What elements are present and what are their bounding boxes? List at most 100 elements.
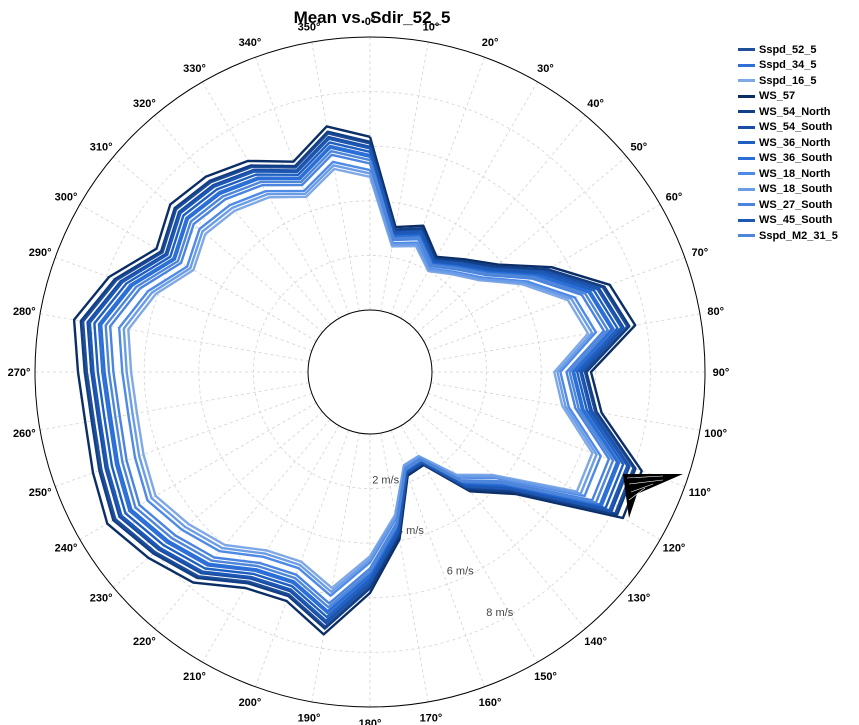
series-line-ws-18-south bbox=[122, 164, 598, 593]
angle-label: 260° bbox=[13, 428, 36, 440]
legend-label: WS_36_North bbox=[759, 136, 831, 149]
series-line-ws-36-north bbox=[93, 141, 625, 619]
angle-label: 340° bbox=[239, 37, 262, 49]
legend-swatch bbox=[738, 125, 755, 129]
outer-ring bbox=[34, 36, 706, 708]
grid-spoke bbox=[430, 313, 700, 362]
angle-label: 240° bbox=[55, 543, 78, 555]
angle-label: 0° bbox=[365, 16, 376, 28]
angle-label: 210° bbox=[183, 671, 206, 683]
legend-swatch bbox=[738, 141, 755, 145]
angle-label: 110° bbox=[689, 487, 711, 499]
angle-label: 350° bbox=[298, 21, 321, 33]
legend-label: Sspd_M2_31_5 bbox=[759, 229, 838, 242]
legend-swatch bbox=[738, 234, 755, 238]
legend-item: WS_18_North bbox=[738, 166, 838, 182]
grid-spoke bbox=[380, 42, 429, 312]
legend-item: WS_36_North bbox=[738, 135, 838, 151]
angle-label: 20° bbox=[482, 37, 499, 49]
chart-title: Mean vs. Sdir_52_5 bbox=[294, 8, 451, 27]
legend-swatch bbox=[738, 110, 755, 114]
legend-label: WS_36_South bbox=[759, 152, 833, 165]
legend-label: WS_54_South bbox=[759, 121, 833, 134]
series-line-ws-36-south bbox=[99, 146, 619, 613]
angle-label: 140° bbox=[584, 636, 607, 648]
legend-swatch bbox=[738, 156, 755, 160]
grid-spoke bbox=[428, 392, 685, 487]
angle-label: 200° bbox=[239, 697, 262, 709]
grid-spoke bbox=[311, 432, 360, 702]
legend-label: WS_18_South bbox=[759, 183, 833, 196]
series-line-ws-54-north bbox=[79, 130, 637, 630]
angle-label: 230° bbox=[90, 593, 113, 605]
legend-label: Sspd_52_5 bbox=[759, 43, 817, 56]
legend-swatch bbox=[738, 63, 755, 67]
series-line-ws-18-north bbox=[117, 160, 602, 597]
angle-label: 150° bbox=[534, 671, 557, 683]
legend-item: Sspd_34_5 bbox=[738, 58, 838, 74]
grid-spoke bbox=[417, 156, 627, 333]
angle-label: 10° bbox=[423, 21, 440, 33]
series-line-ws-57 bbox=[72, 125, 643, 636]
angle-label: 280° bbox=[13, 306, 36, 318]
ring-label: 4 m/s bbox=[397, 525, 424, 537]
legend-item: Sspd_52_5 bbox=[738, 42, 838, 58]
legend-item: WS_18_South bbox=[738, 182, 838, 198]
legend-item: WS_57 bbox=[738, 89, 838, 105]
angle-labels: 0° 10° 20° 30° 40° 50° 60° 70° 80° 90° 100° 110° 120… bbox=[8, 16, 730, 725]
angle-label: 100° bbox=[704, 428, 727, 440]
angle-label: 320° bbox=[133, 98, 156, 110]
angle-label: 180° bbox=[359, 718, 382, 725]
legend-swatch bbox=[738, 172, 755, 176]
angle-label: 30° bbox=[537, 63, 554, 75]
series-line-sspd-16-5 bbox=[127, 167, 594, 590]
legend-item: WS_45_South bbox=[738, 213, 838, 229]
legend-label: WS_54_North bbox=[759, 105, 831, 118]
legend: Sspd_52_5 Sspd_34_5 Sspd_16_5 WS_57 WS_54_No… bbox=[738, 42, 838, 244]
angle-label: 130° bbox=[627, 593, 650, 605]
legend-swatch bbox=[738, 218, 755, 222]
polar-grid: 2 m/s 4 m/s 6 m/s 8 m/s bbox=[34, 36, 706, 708]
angle-label: 310° bbox=[90, 141, 113, 153]
legend-label: Sspd_34_5 bbox=[759, 59, 817, 72]
angle-label: 80° bbox=[707, 306, 724, 318]
legend-item: WS_36_South bbox=[738, 151, 838, 167]
angle-label: 250° bbox=[29, 487, 52, 499]
legend-item: Sspd_16_5 bbox=[738, 73, 838, 89]
legend-label: WS_18_North bbox=[759, 167, 831, 180]
series-line-ws-45-south bbox=[88, 137, 629, 622]
legend-item: Sspd_M2_31_5 bbox=[738, 228, 838, 244]
angle-label: 220° bbox=[133, 636, 156, 648]
grid-spoke bbox=[409, 419, 586, 629]
legend-swatch bbox=[738, 79, 755, 83]
legend-swatch bbox=[738, 187, 755, 191]
legend-item: WS_27_South bbox=[738, 197, 838, 213]
legend-swatch bbox=[738, 94, 755, 98]
legend-label: Sspd_16_5 bbox=[759, 74, 817, 87]
angle-label: 120° bbox=[663, 543, 686, 555]
angle-label: 50° bbox=[631, 141, 648, 153]
angle-label: 330° bbox=[183, 63, 206, 75]
legend-label: WS_45_South bbox=[759, 214, 833, 227]
series-line-ws-27-south bbox=[108, 153, 611, 605]
angle-label: 270° bbox=[8, 367, 31, 379]
legend-label: WS_27_South bbox=[759, 198, 833, 211]
inner-ring bbox=[307, 309, 433, 435]
legend-swatch bbox=[738, 48, 755, 52]
series-line-sspd-m2-31-5 bbox=[104, 149, 615, 609]
legend-marker bbox=[623, 474, 683, 518]
angle-label: 170° bbox=[420, 713, 443, 725]
angle-label: 60° bbox=[666, 192, 683, 204]
angle-label: 190° bbox=[298, 713, 321, 725]
legend-label: WS_57 bbox=[759, 90, 796, 103]
ring-label: 8 m/s bbox=[486, 607, 513, 619]
legend-item: WS_54_South bbox=[738, 120, 838, 136]
ring-label: 6 m/s bbox=[447, 566, 474, 578]
angle-label: 90° bbox=[713, 367, 730, 379]
angle-label: 300° bbox=[55, 192, 78, 204]
angle-label: 160° bbox=[479, 697, 502, 709]
angle-label: 290° bbox=[29, 247, 52, 259]
ring-label: 2 m/s bbox=[372, 475, 399, 487]
series-group bbox=[72, 125, 643, 636]
